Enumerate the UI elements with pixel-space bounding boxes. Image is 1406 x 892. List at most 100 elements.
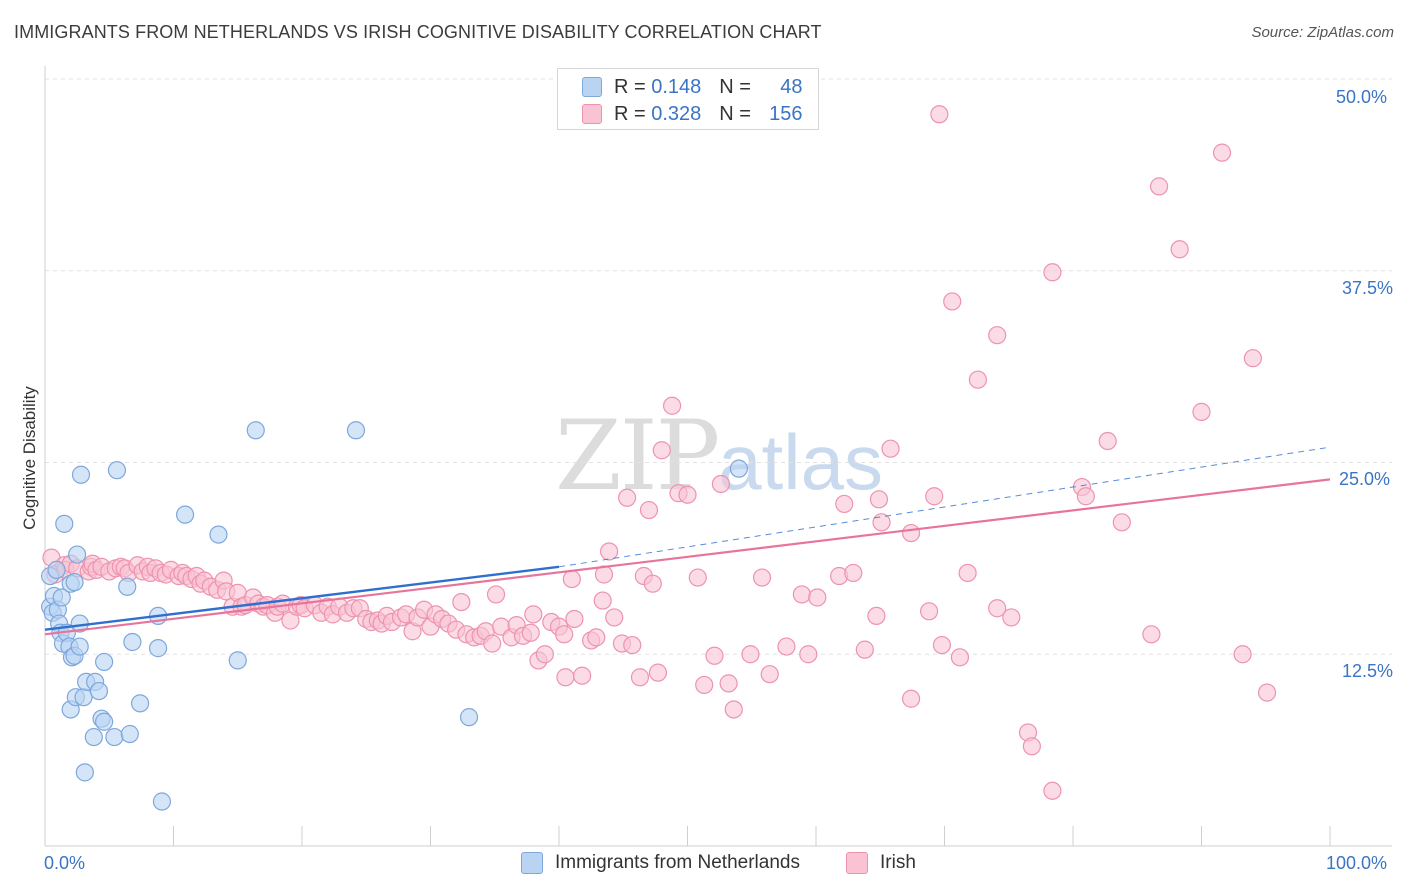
irish-trend-line: [44, 478, 1331, 636]
netherlands-point: [228, 651, 247, 670]
irish-point: [648, 663, 668, 682]
legend-n-label: N =: [719, 102, 751, 125]
netherlands-point: [84, 727, 103, 747]
irish-point: [1257, 683, 1277, 702]
netherlands-point: [209, 525, 228, 544]
irish-point: [1076, 487, 1095, 506]
irish-point: [950, 648, 970, 667]
irish-point: [855, 640, 874, 659]
irish-point: [711, 474, 731, 494]
x-tick-max: 100.0%: [1326, 853, 1388, 873]
irish-point: [1212, 143, 1232, 162]
irish-point: [524, 605, 543, 624]
irish-point: [1098, 431, 1117, 451]
y-tick-50: 50.0%: [1336, 87, 1388, 107]
chart-title: IMMIGRANTS FROM NETHERLANDS VS IRISH COG…: [14, 22, 822, 42]
irish-point: [652, 441, 671, 460]
irish-point: [452, 592, 471, 612]
irish-point: [600, 542, 619, 561]
legend-n-value: 156: [769, 102, 803, 125]
irish-point: [483, 634, 502, 653]
irish-point: [688, 568, 707, 587]
irish-point: [799, 645, 818, 664]
irish-point: [639, 500, 659, 520]
bottom-legend-irish: Irish: [846, 852, 916, 874]
legend-swatch-pink: [582, 104, 602, 124]
irish-point: [678, 485, 697, 504]
netherlands-point: [55, 514, 74, 533]
irish-point: [968, 370, 988, 389]
irish-point: [565, 609, 584, 629]
irish-point: [835, 494, 854, 514]
irish-point: [521, 623, 540, 642]
irish-point: [643, 574, 662, 593]
netherlands-point: [246, 421, 265, 440]
irish-point: [881, 439, 900, 458]
netherlands-point: [152, 792, 172, 811]
irish-point: [724, 700, 743, 719]
irish-point: [919, 602, 939, 621]
netherlands-point: [148, 639, 168, 658]
netherlands-point: [74, 688, 93, 707]
irish-point: [587, 628, 606, 647]
netherlands-point: [75, 763, 94, 782]
irish-point: [777, 637, 796, 656]
irish-point: [760, 665, 779, 684]
irish-point: [593, 591, 612, 610]
irish-point: [872, 513, 891, 532]
netherlands-point: [68, 545, 87, 564]
irish-point: [869, 490, 889, 509]
netherlands-point: [123, 632, 142, 652]
legend-r-value: 0.148: [651, 75, 702, 98]
irish-point: [1112, 513, 1131, 532]
legend-r-label: R =: [614, 102, 646, 125]
bottom-legend-label: Immigrants from Netherlands: [555, 852, 800, 873]
irish-point: [901, 689, 921, 708]
irish-point: [623, 635, 642, 655]
irish-point: [719, 674, 738, 693]
netherlands-point: [459, 708, 479, 727]
x-tick-min: 0.0%: [44, 853, 86, 873]
y-axis-label: Cognitive Disability: [20, 386, 39, 530]
irish-point: [932, 635, 952, 655]
irish-point: [1043, 263, 1062, 282]
irish-point: [605, 608, 624, 627]
y-tick-12-5: 12.5%: [1342, 661, 1394, 681]
irish-point: [1192, 402, 1211, 421]
stats-legend: R = 0.148 N = 48 R = 0.328 N = 156: [557, 68, 819, 130]
irish-point: [1002, 608, 1021, 627]
netherlands-point: [95, 652, 114, 672]
irish-point: [958, 563, 977, 583]
bottom-legend-swatch-blue: [521, 852, 543, 874]
irish-point: [925, 487, 944, 506]
irish-point: [1142, 625, 1161, 644]
netherlands-point: [52, 588, 71, 607]
irish-point: [1243, 349, 1263, 368]
irish-point: [752, 568, 772, 587]
irish-point: [792, 585, 811, 604]
netherlands-point: [65, 573, 84, 592]
irish-point: [1170, 240, 1189, 259]
netherlands-point: [70, 637, 89, 656]
source-credit: Source: ZipAtlas.com: [1251, 24, 1394, 41]
netherlands-point: [729, 459, 749, 478]
irish-point: [573, 666, 592, 685]
irish-point: [562, 569, 581, 589]
netherlands-point: [120, 724, 139, 744]
irish-point: [901, 523, 921, 543]
irish-point: [695, 675, 714, 695]
irish-point: [930, 105, 949, 124]
irish-point: [1233, 645, 1252, 664]
irish-point: [1022, 737, 1041, 756]
netherlands-trend-extension: [558, 446, 1331, 568]
netherlands-point: [105, 727, 124, 747]
irish-point: [486, 585, 506, 604]
irish-point: [1149, 177, 1169, 196]
y-tick-25: 25.0%: [1339, 469, 1391, 489]
irish-point: [705, 646, 724, 665]
bottom-legend-netherlands: Immigrants from Netherlands: [521, 852, 800, 874]
irish-point: [741, 645, 760, 664]
irish-point: [844, 563, 863, 583]
irish-point: [630, 668, 650, 687]
